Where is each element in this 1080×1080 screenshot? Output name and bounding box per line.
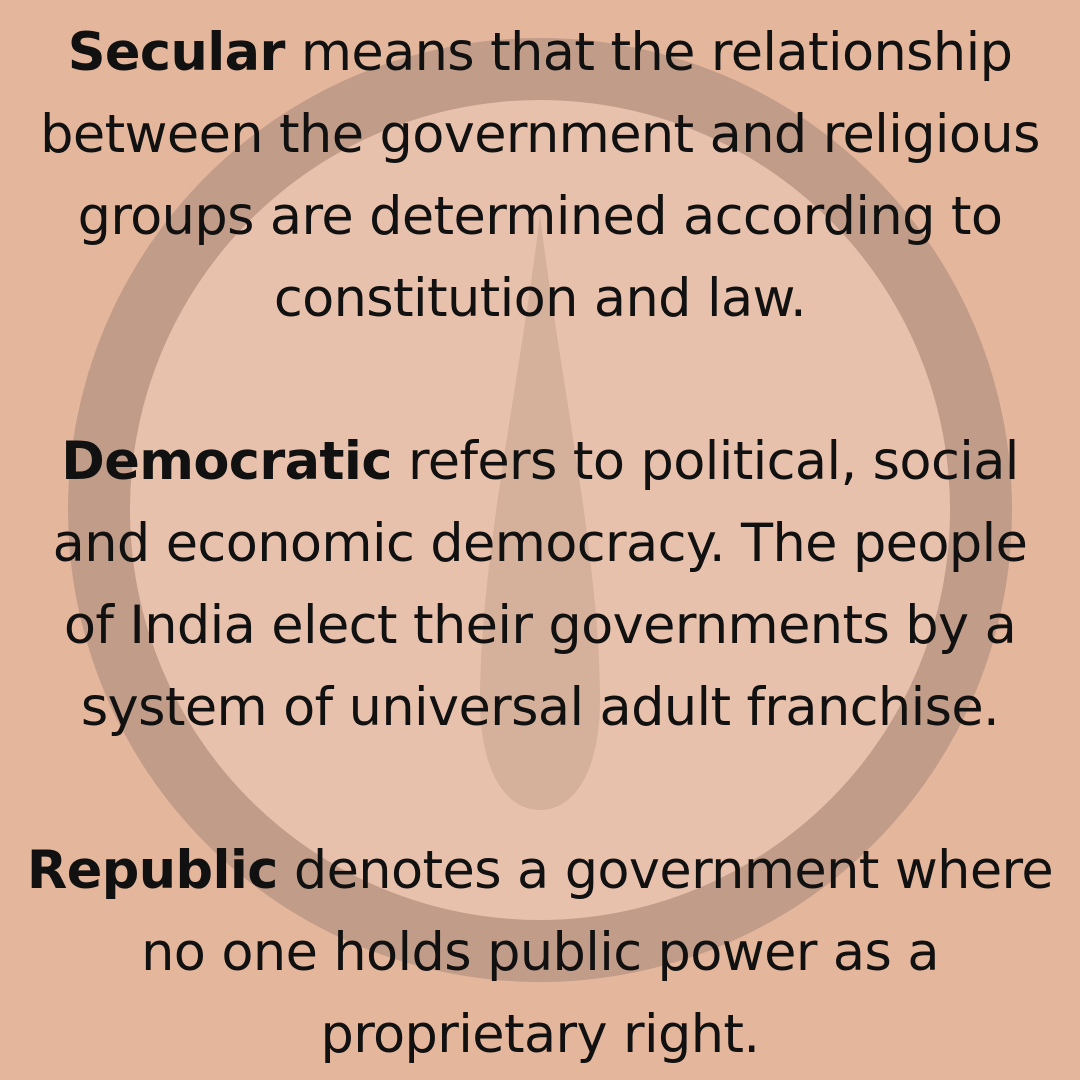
paragraph-line: Secular means that the relationship [67, 22, 1013, 83]
paragraph-line: groups are determined according to [77, 186, 1003, 247]
paragraph-line: Republic denotes a government where [26, 840, 1054, 901]
paragraph-line: system of universal adult franchise. [80, 677, 1000, 738]
paragraph-line: of India elect their governments by a [63, 595, 1017, 656]
paragraph-line: between the government and religious [40, 104, 1040, 165]
paragraph-line: no one holds public power as a [141, 922, 939, 983]
term-democratic: Democratic [61, 431, 392, 492]
term-secular: Secular [67, 22, 286, 83]
paragraph-line: constitution and law. [273, 268, 807, 329]
emblem-spoke [480, 215, 600, 810]
term-republic: Republic [26, 840, 278, 901]
paragraph-line: and economic democracy. The people [52, 513, 1028, 574]
paragraph-democratic: Democratic refers to political, social a… [0, 421, 1080, 749]
paragraph-secular: Secular means that the relationship betw… [0, 12, 1080, 340]
paragraph-line: proprietary right. [320, 1004, 760, 1065]
paragraph-republic: Republic denotes a government where no o… [0, 830, 1080, 1076]
paragraph-line: Democratic refers to political, social [61, 431, 1019, 492]
